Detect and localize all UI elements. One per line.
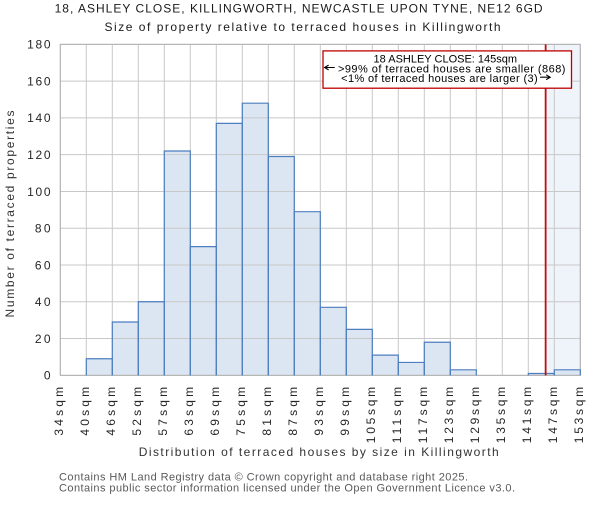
svg-text:Number of terraced properties: Number of terraced properties: [3, 111, 17, 318]
svg-text:<1% of terraced houses are lar: <1% of terraced houses are larger (3): [341, 73, 538, 85]
svg-text:117sqm: 117sqm: [416, 387, 430, 443]
svg-text:180: 180: [27, 38, 51, 52]
svg-text:120: 120: [27, 148, 51, 162]
svg-text:80: 80: [35, 222, 51, 236]
svg-text:140: 140: [27, 111, 51, 125]
svg-text:20: 20: [35, 332, 51, 346]
svg-text:135sqm: 135sqm: [494, 387, 508, 443]
svg-text:153sqm: 153sqm: [572, 387, 586, 443]
svg-text:Contains HM Land Registry data: Contains HM Land Registry data © Crown c…: [59, 471, 468, 483]
svg-text:18, ASHLEY CLOSE, KILLINGWORTH: 18, ASHLEY CLOSE, KILLINGWORTH, NEWCASTL…: [55, 2, 543, 16]
svg-text:105sqm: 105sqm: [364, 387, 378, 443]
svg-text:Contains public sector informa: Contains public sector information licen…: [59, 483, 515, 495]
svg-text:147sqm: 147sqm: [546, 387, 560, 443]
svg-text:100: 100: [27, 185, 51, 199]
svg-text:129sqm: 129sqm: [468, 387, 482, 443]
svg-text:60: 60: [35, 258, 51, 272]
svg-text:Distribution of terraced house: Distribution of terraced houses by size …: [139, 445, 499, 459]
svg-text:>99% of terraced houses are sm: >99% of terraced houses are smaller (868…: [338, 64, 566, 76]
svg-text:111sqm: 111sqm: [390, 387, 404, 443]
svg-text:40: 40: [35, 295, 51, 309]
svg-text:141sqm: 141sqm: [520, 387, 534, 443]
svg-text:123sqm: 123sqm: [442, 387, 456, 443]
svg-text:0: 0: [44, 369, 51, 383]
svg-text:18 ASHLEY CLOSE: 145sqm: 18 ASHLEY CLOSE: 145sqm: [374, 54, 518, 66]
svg-text:Size of property relative to t: Size of property relative to terraced ho…: [105, 20, 501, 34]
svg-text:160: 160: [27, 74, 51, 88]
